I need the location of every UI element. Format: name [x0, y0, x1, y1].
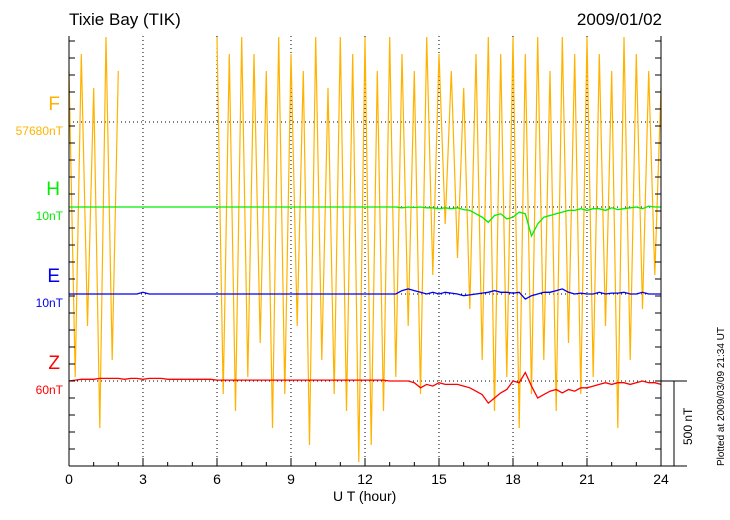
chart-date: 2009/01/02: [576, 10, 662, 29]
x-tick-label: 21: [579, 471, 595, 487]
series-E-line: [69, 288, 661, 300]
series-Z-line: [68, 371, 662, 405]
x-tick-label: 3: [139, 471, 147, 487]
x-axis-label: U T (hour): [333, 488, 397, 504]
series-H-line: [69, 205, 661, 238]
x-tick-label: 24: [653, 471, 669, 487]
x-tick-label: 0: [65, 471, 73, 487]
series-label-H: H: [46, 179, 60, 200]
scale-bar-label: 500 nT: [681, 407, 695, 445]
series-F-line: [68, 36, 662, 463]
series-label-F: F: [48, 94, 60, 115]
x-tick-label: 18: [505, 471, 521, 487]
x-tick-label: 9: [287, 471, 295, 487]
x-tick-label: 6: [213, 471, 221, 487]
x-tick-label: 15: [431, 471, 447, 487]
series-baseline-Z: 60nT: [35, 383, 63, 397]
series-label-Z: Z: [48, 353, 60, 374]
plotted-at-footer: Plotted at 2009/03/09 21:34 UT: [716, 327, 727, 466]
series-baseline-H: 10nT: [35, 209, 63, 223]
series-baseline-F: 57680nT: [15, 124, 63, 138]
chart-title: Tixie Bay (TIK): [69, 10, 181, 29]
series-baseline-E: 10nT: [35, 296, 63, 310]
series-label-E: E: [47, 266, 60, 287]
x-tick-label: 12: [357, 471, 373, 487]
